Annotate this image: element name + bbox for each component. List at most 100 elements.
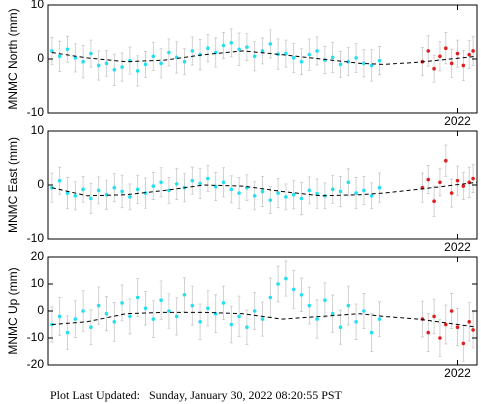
model-line [51, 311, 478, 328]
y-tick-label: 0 [37, 51, 44, 65]
data-point [89, 51, 93, 56]
data-point [330, 55, 335, 60]
data-point [284, 195, 288, 199]
data-point [57, 314, 62, 319]
data-point [198, 320, 202, 324]
data-point [467, 52, 472, 57]
data-point [206, 306, 210, 311]
data-point [354, 320, 358, 324]
data-point [461, 341, 466, 346]
data-point [65, 47, 70, 52]
data-point [323, 298, 327, 303]
data-point [81, 309, 85, 313]
data-point [338, 62, 343, 67]
data-point [245, 45, 249, 49]
data-point [315, 317, 319, 321]
data-point [151, 317, 156, 321]
data-point [449, 61, 454, 66]
y-axis-label: MNMC East (mm) [6, 137, 20, 233]
data-point [346, 303, 351, 308]
data-point [338, 189, 343, 194]
footer: Plot Last Updated: Sunday, January 30, 2… [50, 388, 343, 402]
data-point [167, 50, 171, 55]
data-point [354, 56, 358, 60]
data-point [354, 191, 358, 195]
data-point [455, 325, 460, 330]
x-tick-label: 2022 [444, 366, 471, 380]
model-line [51, 181, 478, 197]
y-tick-label: 10 [31, 0, 45, 11]
data-point [112, 185, 117, 190]
data-point [252, 194, 257, 198]
data-point [291, 56, 296, 60]
data-point [432, 314, 436, 319]
data-point [190, 49, 195, 53]
data-point [198, 181, 202, 186]
data-point [362, 309, 366, 313]
y-tick-label: 10 [31, 123, 45, 137]
data-point [135, 295, 140, 300]
y-tick-label: -20 [27, 357, 45, 371]
data-point [444, 322, 448, 327]
data-point [291, 192, 296, 197]
data-point [221, 301, 226, 305]
data-point [291, 287, 296, 292]
data-point [143, 62, 148, 67]
data-point [96, 303, 101, 308]
data-point [167, 309, 171, 313]
data-point [471, 328, 475, 332]
data-point [151, 184, 156, 188]
data-point [73, 317, 78, 321]
y-tick-label: 10 [31, 276, 45, 290]
data-point [143, 306, 148, 311]
data-point [426, 330, 431, 335]
data-point [120, 189, 124, 194]
data-point [315, 49, 319, 53]
data-point [307, 303, 312, 308]
data-point [73, 56, 78, 60]
data-point [471, 176, 475, 181]
data-point [369, 330, 374, 335]
data-point [135, 69, 140, 73]
data-point [444, 46, 448, 50]
data-point [369, 63, 374, 68]
data-point [299, 59, 304, 64]
data-point [81, 59, 85, 64]
data-point [237, 191, 241, 195]
data-point [206, 46, 210, 50]
y-tick-label: -10 [27, 231, 45, 245]
data-point [377, 317, 382, 321]
data-point [159, 180, 163, 185]
model-line [51, 50, 478, 65]
y-tick-label: -10 [27, 105, 45, 119]
data-point [260, 49, 265, 53]
y-axis-label: MNMC Up (mm) [6, 267, 20, 354]
data-point [65, 191, 70, 195]
data-point [112, 320, 117, 324]
data-point [307, 188, 312, 193]
data-point [206, 176, 210, 181]
data-point [159, 298, 163, 303]
data-point [128, 195, 132, 199]
data-point [346, 180, 351, 185]
y-tick-label: 0 [37, 177, 44, 191]
data-point [438, 54, 442, 59]
data-point [467, 320, 472, 324]
data-point [135, 187, 140, 192]
data-point [174, 182, 179, 186]
data-point [432, 66, 436, 71]
data-point [57, 54, 62, 59]
data-point [426, 177, 431, 182]
data-point [73, 194, 78, 198]
data-point [284, 276, 288, 281]
data-point [50, 49, 54, 53]
y-tick-label: 20 [31, 249, 45, 263]
data-point [260, 189, 265, 194]
data-point [330, 311, 335, 316]
data-point [438, 336, 442, 340]
data-point [455, 178, 460, 183]
data-point [221, 180, 226, 185]
data-point [237, 47, 241, 52]
x-tick-label: 2022 [444, 240, 471, 254]
data-point [237, 314, 241, 319]
